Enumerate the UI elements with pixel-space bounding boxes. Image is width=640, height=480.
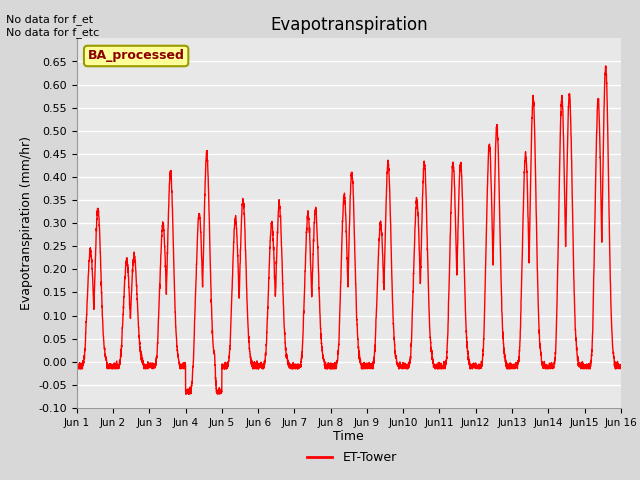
X-axis label: Time: Time [333, 431, 364, 444]
Legend: ET-Tower: ET-Tower [302, 446, 402, 469]
Y-axis label: Evapotranspiration (mm/hr): Evapotranspiration (mm/hr) [20, 136, 33, 310]
Text: BA_processed: BA_processed [88, 49, 184, 62]
Text: No data for f_et
No data for f_etc: No data for f_et No data for f_etc [6, 14, 100, 38]
Title: Evapotranspiration: Evapotranspiration [270, 16, 428, 34]
